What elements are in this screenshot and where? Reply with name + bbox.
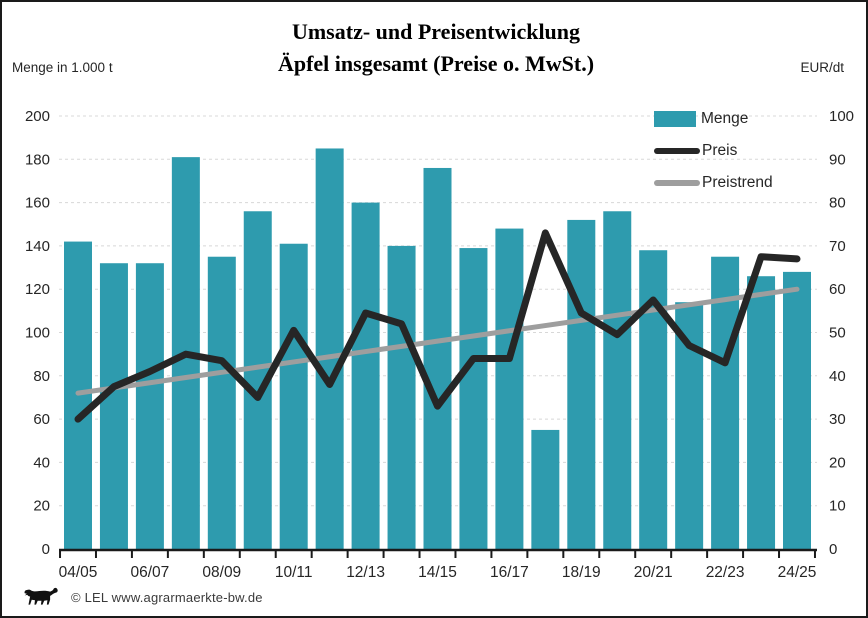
left-axis-tick-label: 140 [25, 238, 50, 255]
credit-text: © LEL www.agrarmaerkte-bw.de [71, 589, 263, 605]
right-axis-tick-label: 30 [829, 411, 846, 428]
bar-14/15 [423, 167, 452, 549]
bar-16/17 [495, 228, 524, 549]
right-axis-tick-label: 60 [829, 281, 846, 298]
bar-23/24 [747, 276, 776, 549]
x-axis-label-14/15: 14/15 [418, 564, 457, 581]
left-axis-tick-label: 100 [25, 325, 50, 342]
x-axis-label-24/25: 24/25 [778, 564, 817, 581]
left-axis-tick-label: 200 [25, 108, 50, 125]
chart-title: Umsatz- und Preisentwicklung Äpfel insge… [2, 16, 866, 80]
left-axis-tick-label: 40 [33, 454, 50, 471]
legend-item-preis: Preis [654, 140, 773, 162]
footer-credit: © LEL www.agrarmaerkte-bw.de [22, 586, 263, 608]
bar-24/25 [783, 271, 811, 549]
left-axis-tick-label: 80 [33, 368, 50, 385]
left-axis-tick-label: 160 [25, 195, 50, 212]
legend-label-preistrend: Preistrend [702, 174, 773, 191]
left-axis-unit-label: Menge in 1.000 t [12, 60, 113, 75]
left-axis-tick-label: 180 [25, 151, 50, 168]
right-axis-tick-label: 0 [829, 541, 837, 558]
x-axis-label-16/17: 16/17 [490, 564, 529, 581]
x-axis-label-08/09: 08/09 [202, 564, 241, 581]
right-axis-tick-label: 50 [829, 325, 846, 342]
baden-wuerttemberg-lion-icon [24, 587, 58, 605]
x-axis-label-04/05: 04/05 [59, 564, 98, 581]
right-axis-tick-label: 80 [829, 195, 846, 212]
left-axis-tick-label: 120 [25, 281, 50, 298]
left-axis-tick-label: 20 [33, 498, 50, 515]
right-axis-tick-label: 20 [829, 454, 846, 471]
right-axis-unit-label: EUR/dt [800, 60, 844, 75]
x-axis-label-06/07: 06/07 [131, 564, 170, 581]
bar-11/12 [315, 148, 344, 549]
x-axis-label-18/19: 18/19 [562, 564, 601, 581]
bar-19/20 [603, 211, 632, 549]
legend-item-menge: Menge [654, 108, 773, 130]
chart-title-line1: Umsatz- und Preisentwicklung [291, 19, 581, 44]
bar-18/19 [567, 219, 596, 550]
bar-10/11 [279, 243, 308, 550]
right-axis-tick-label: 90 [829, 151, 846, 168]
bar-12/13 [351, 202, 380, 549]
x-axis-label-22/23: 22/23 [706, 564, 745, 581]
preistrend-line [75, 286, 800, 396]
legend-label-menge: Menge [701, 110, 749, 127]
legend-label-preis: Preis [702, 142, 738, 159]
bar-08/09 [207, 256, 236, 549]
chart-title-line2: Äpfel insgesamt (Preise o. MwSt.) [277, 51, 595, 76]
left-axis-tick-label: 60 [33, 411, 50, 428]
bar-22/23 [711, 256, 740, 549]
bar-20/21 [639, 250, 668, 550]
right-axis-tick-label: 70 [829, 238, 846, 255]
x-axis-label-12/13: 12/13 [346, 564, 385, 581]
right-axis-tick-label: 40 [829, 368, 846, 385]
right-axis-tick-label: 100 [829, 108, 854, 125]
bar-17/18 [531, 429, 560, 549]
right-axis-tick-label: 10 [829, 498, 846, 515]
x-axis-label-10/11: 10/11 [275, 564, 313, 581]
legend-item-preistrend: Preistrend [654, 172, 773, 194]
left-axis-tick-label: 0 [42, 541, 50, 558]
bar-06/07 [135, 263, 164, 549]
preis-line [74, 229, 801, 423]
preistrend-line-swatch-icon [654, 180, 700, 186]
bar-21/22 [675, 302, 704, 549]
x-axis-label-20/21: 20/21 [634, 564, 673, 581]
bar-05/06 [99, 263, 128, 549]
bar-13/14 [387, 245, 416, 549]
bar-15/16 [459, 248, 488, 549]
legend: Menge Preis Preistrend [654, 108, 773, 194]
preis-line-swatch-icon [654, 148, 700, 154]
menge-bar-swatch-icon [654, 111, 696, 127]
